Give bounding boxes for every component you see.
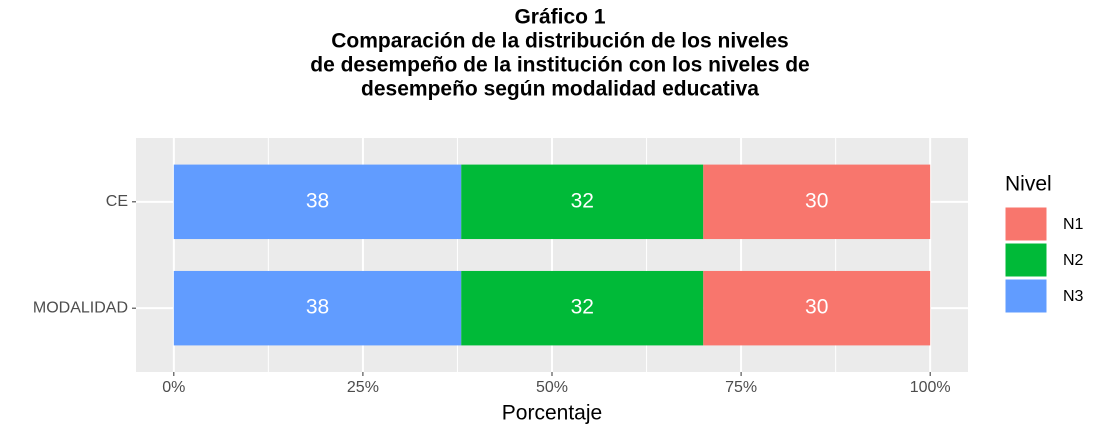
legend-label: N1	[1063, 216, 1084, 233]
x-tick-label: 75%	[725, 379, 757, 396]
bar-segment	[703, 270, 931, 346]
bar-segment	[461, 270, 704, 346]
bar-segment	[703, 164, 931, 240]
chart-title: Gráfico 1	[514, 6, 605, 29]
data-label: 38	[306, 296, 329, 319]
data-label: 30	[805, 189, 828, 212]
chart-title: de desempeño de la institución con los n…	[310, 54, 809, 77]
x-tick-label: 0%	[162, 379, 185, 396]
data-label: 32	[571, 189, 594, 212]
legend-key	[1004, 278, 1048, 314]
data-label: 30	[805, 296, 828, 319]
legend-label: N3	[1063, 288, 1084, 305]
legend-key	[1004, 206, 1048, 242]
bar-segment	[173, 164, 462, 240]
x-tick-label: 100%	[910, 379, 951, 396]
data-label: 32	[571, 296, 594, 319]
x-tick-label: 50%	[536, 379, 568, 396]
legend-title: Nivel	[1005, 173, 1052, 196]
data-label: 38	[306, 189, 329, 212]
y-tick-label: CE	[106, 193, 128, 210]
chart-title: desempeño según modalidad educativa	[361, 78, 759, 101]
legend-label: N2	[1063, 252, 1084, 269]
bar-segment	[173, 270, 462, 346]
x-tick-label: 25%	[347, 379, 379, 396]
chart-title: Comparación de la distribución de los ni…	[331, 30, 788, 53]
x-axis-label: Porcentaje	[502, 402, 602, 425]
legend-key	[1004, 242, 1048, 278]
bar-segment	[461, 164, 704, 240]
y-tick-label: MODALIDAD	[33, 299, 128, 316]
